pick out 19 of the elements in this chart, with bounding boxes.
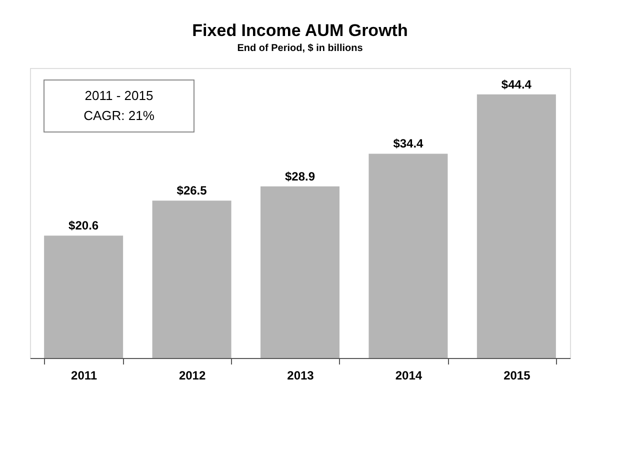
bar [368, 154, 448, 358]
bar [44, 236, 124, 358]
x-tick-label: 2015 [504, 368, 531, 382]
bar [152, 200, 232, 358]
data-label: $34.4 [393, 136, 424, 151]
data-label: $44.4 [501, 77, 532, 92]
data-label: $20.6 [68, 218, 99, 233]
data-label: $28.9 [284, 169, 316, 184]
annotation: CAGR: 21% [84, 108, 155, 123]
annotation: 2011 - 2015 [84, 88, 154, 103]
chart-title: Fixed Income AUM Growth [192, 21, 408, 40]
x-tick-label: 2011 [71, 368, 98, 382]
bar [260, 186, 340, 358]
bar [476, 94, 556, 358]
chart-subtitle: End of Period, $ in billions [237, 43, 364, 54]
x-tick-label: 2012 [178, 368, 206, 382]
x-tick-label: 2014 [395, 368, 422, 382]
data-label: $26.5 [176, 184, 208, 198]
x-tick-label: 2013 [287, 368, 314, 382]
